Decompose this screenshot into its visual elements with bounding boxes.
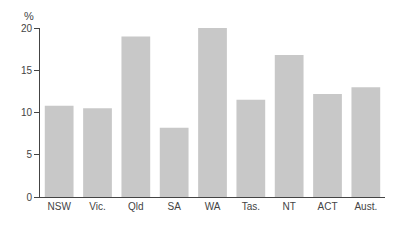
svg-text:%: %	[24, 10, 34, 22]
svg-text:5: 5	[26, 149, 32, 160]
svg-text:0: 0	[26, 192, 32, 203]
svg-text:ACT: ACT	[318, 201, 338, 212]
svg-text:Vic.: Vic.	[89, 201, 106, 212]
svg-text:20: 20	[21, 23, 33, 34]
svg-text:NT: NT	[282, 201, 295, 212]
svg-text:SA: SA	[167, 201, 181, 212]
svg-text:10: 10	[21, 107, 33, 118]
svg-text:Aust.: Aust.	[354, 201, 377, 212]
svg-text:WA: WA	[205, 201, 221, 212]
svg-text:Tas.: Tas.	[242, 201, 260, 212]
svg-text:15: 15	[21, 65, 33, 76]
svg-text:NSW: NSW	[47, 201, 71, 212]
svg-text:Qld: Qld	[128, 201, 144, 212]
